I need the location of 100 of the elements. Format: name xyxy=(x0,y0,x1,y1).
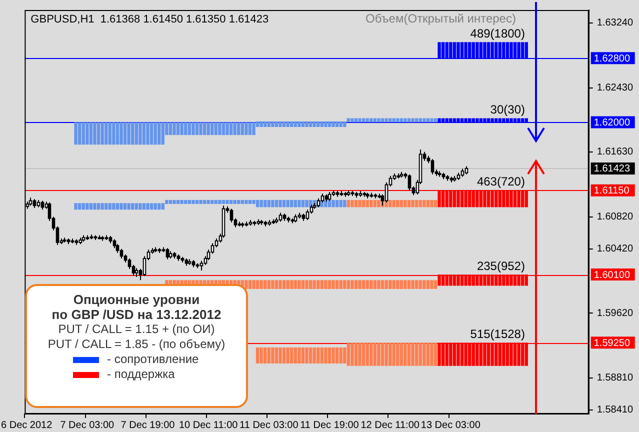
bar xyxy=(377,118,380,122)
bar xyxy=(328,280,332,289)
bar xyxy=(380,280,384,289)
bar xyxy=(248,122,252,136)
bar xyxy=(222,122,226,136)
bar xyxy=(422,342,426,366)
x-tick-label: 11 Dec 19:00 xyxy=(300,420,360,431)
bar xyxy=(248,200,252,204)
bar xyxy=(414,118,418,122)
bar xyxy=(82,122,85,145)
bar xyxy=(108,203,112,210)
bar xyxy=(210,200,214,204)
bar xyxy=(426,342,430,366)
bar xyxy=(142,203,146,210)
bar xyxy=(430,118,434,122)
bar xyxy=(256,347,260,364)
bar xyxy=(100,203,104,210)
annotation: 515(1528) xyxy=(470,326,525,341)
bar xyxy=(404,118,407,122)
ref-line-label: 1.61150 xyxy=(594,186,630,197)
bar xyxy=(328,121,332,128)
bar xyxy=(282,121,286,128)
bar xyxy=(335,280,339,289)
bar xyxy=(206,200,210,204)
bar xyxy=(339,121,342,128)
annotation: - поддержка xyxy=(107,367,175,381)
bar xyxy=(134,122,138,145)
bar xyxy=(308,280,312,289)
bar xyxy=(264,280,267,289)
bar xyxy=(150,122,154,145)
bar xyxy=(286,121,290,128)
bar xyxy=(414,280,418,289)
bar xyxy=(184,200,188,204)
ref-line-label: 1.61423 xyxy=(594,164,630,175)
x-tick-label: 7 Dec 19:00 xyxy=(120,420,176,431)
bar xyxy=(256,200,260,208)
bar xyxy=(422,118,426,122)
y-tick-label: 1.61630 xyxy=(596,146,634,158)
bar xyxy=(112,122,116,145)
bar xyxy=(430,280,434,289)
bar xyxy=(233,122,236,136)
bar xyxy=(430,342,434,366)
bar xyxy=(271,280,274,289)
bar xyxy=(373,118,377,122)
bar xyxy=(422,280,426,289)
bar xyxy=(78,203,82,210)
bar xyxy=(426,280,430,289)
bar xyxy=(377,342,380,366)
bar xyxy=(298,347,301,364)
bar xyxy=(264,121,267,128)
bar xyxy=(396,118,400,122)
bar xyxy=(180,122,184,136)
bar xyxy=(346,342,350,366)
bar xyxy=(384,118,388,122)
annotation: 489(1800) xyxy=(470,26,525,40)
bar xyxy=(252,122,256,136)
bar xyxy=(396,280,400,289)
annotation: 30(30) xyxy=(490,102,525,117)
x-tick-label: 12 Dec 11:00 xyxy=(360,420,420,431)
bar xyxy=(252,200,256,204)
bar xyxy=(305,121,308,128)
bar xyxy=(278,280,282,289)
bar xyxy=(237,200,240,204)
bar xyxy=(366,342,369,366)
bar xyxy=(146,122,150,145)
bar xyxy=(195,122,199,136)
bar xyxy=(260,347,263,364)
bar xyxy=(100,122,104,145)
bar xyxy=(222,200,226,204)
bar xyxy=(305,280,308,289)
bar xyxy=(400,280,404,289)
bar xyxy=(320,347,324,364)
bar xyxy=(260,121,263,128)
bar xyxy=(146,203,150,210)
bar xyxy=(244,122,248,136)
bar xyxy=(278,200,282,208)
annotation: PUT / CALL = 1.85 - (по объему) xyxy=(48,337,226,351)
bar xyxy=(320,121,324,128)
bar xyxy=(294,280,298,289)
bar xyxy=(264,200,267,208)
bar xyxy=(108,122,112,145)
y-tick-label: 1.59620 xyxy=(596,308,634,319)
bar xyxy=(195,200,199,204)
bar xyxy=(298,280,301,289)
bar xyxy=(218,200,222,204)
x-tick-label: 7 Dec 03:00 xyxy=(60,420,115,431)
bar xyxy=(244,200,248,204)
bar xyxy=(298,200,301,208)
bar xyxy=(180,200,184,204)
bar xyxy=(233,200,236,204)
bar xyxy=(127,203,130,210)
bar xyxy=(86,122,89,145)
bar xyxy=(226,122,229,136)
bar xyxy=(96,203,100,210)
bar xyxy=(370,118,373,122)
bar xyxy=(202,122,206,136)
bar xyxy=(278,121,282,128)
bar xyxy=(104,203,108,210)
bar xyxy=(407,118,411,122)
bar xyxy=(138,203,142,210)
